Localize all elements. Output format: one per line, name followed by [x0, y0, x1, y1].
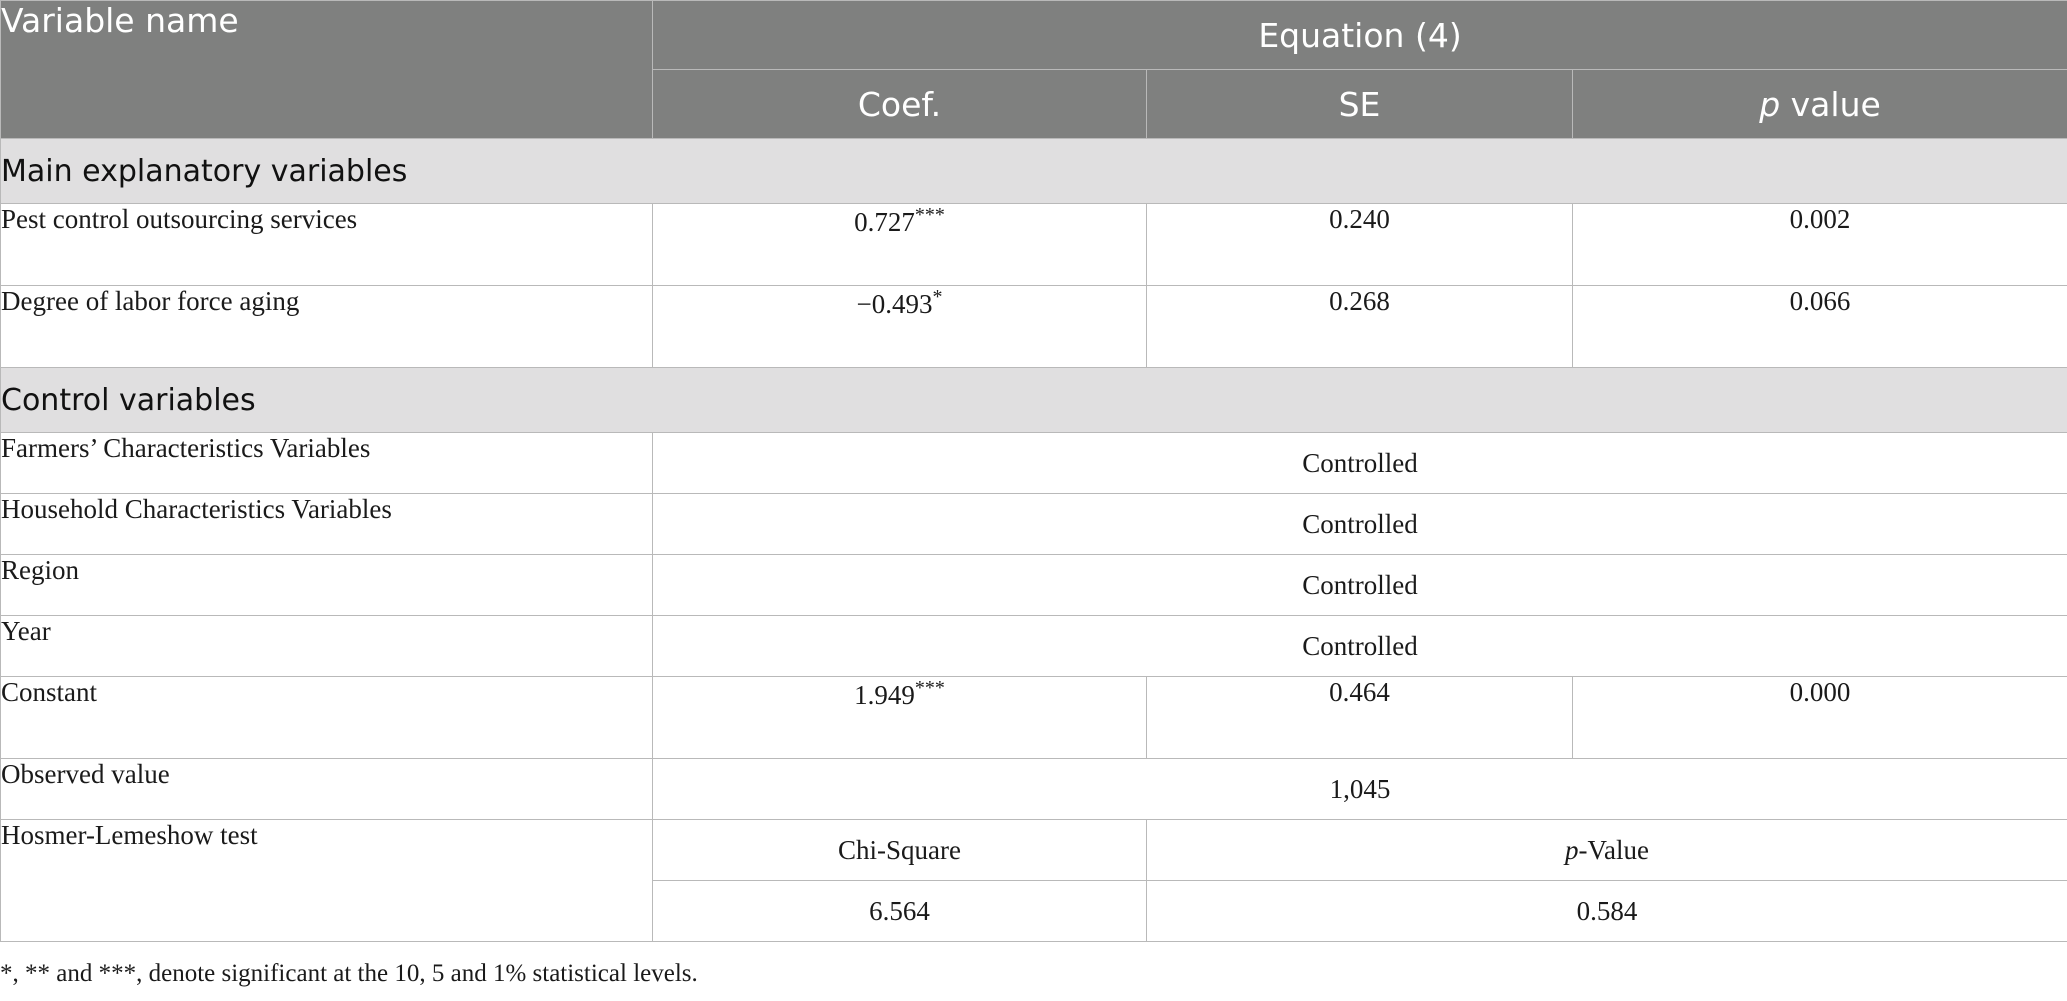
section-title-control: Control variables: [0, 367, 2067, 433]
row-label: Farmers’ Characteristics Variables: [0, 432, 653, 494]
row-label: Year: [0, 615, 653, 677]
p-italic: p: [1759, 84, 1781, 124]
table-row-observed: Observed value 1,045: [0, 758, 2067, 820]
row-label: Hosmer-Lemeshow test: [0, 819, 653, 942]
table-footnote: *, ** and ***, denote significant at the…: [0, 960, 698, 987]
table-row-constant: Constant 1.949*** 0.464 0.000: [0, 676, 2067, 759]
section-main-explanatory: Main explanatory variables: [0, 138, 2067, 204]
se-cell: 0.464: [1146, 676, 1573, 759]
p-value-header: p value: [1571, 69, 2067, 139]
coef-value: −0.493: [856, 289, 933, 319]
coef-cell: 1.949***: [652, 676, 1147, 759]
table-row-hosmer-values: 6.564 0.584: [1, 880, 2067, 942]
significance-stars: *: [932, 286, 943, 308]
chi-square-value: 6.564: [652, 880, 1147, 942]
table-row-hosmer: Hosmer-Lemeshow test Chi-Square p-Value: [0, 819, 2067, 942]
chi-square-label: Chi-Square: [652, 819, 1147, 881]
coef-cell: 0.727***: [652, 203, 1147, 286]
controlled-cell: Controlled: [651, 493, 2067, 555]
controlled-cell: Controlled: [651, 554, 2067, 616]
hosmer-p-value: 0.584: [1145, 880, 2067, 942]
p-value-label: p-Value: [1145, 819, 2067, 881]
significance-stars: ***: [914, 204, 945, 226]
row-label: Household Characteristics Variables: [0, 493, 653, 555]
controlled-cell: Controlled: [651, 615, 2067, 677]
coef-header: Coef.: [652, 69, 1147, 139]
table-row: Pest control outsourcing services 0.727*…: [0, 203, 2067, 286]
row-label: Constant: [0, 676, 653, 759]
table-row: Farmers’ Characteristics Variables Contr…: [0, 432, 2067, 494]
regression-table: Variable name Equation (4) Coef. SE p va…: [0, 0, 2067, 942]
se-cell: 0.240: [1146, 203, 1573, 286]
p-cell: 0.066: [1571, 285, 2067, 368]
p-cell: 0.002: [1571, 203, 2067, 286]
observed-value-cell: 1,045: [651, 758, 2067, 820]
se-header: SE: [1146, 69, 1573, 139]
se-cell: 0.268: [1146, 285, 1573, 368]
equation-header: Equation (4): [651, 0, 2067, 70]
p-value-rest: -Value: [1578, 834, 1649, 865]
coef-cell: −0.493*: [652, 285, 1147, 368]
p-value-rest: value: [1780, 84, 1881, 124]
controlled-cell: Controlled: [651, 432, 2067, 494]
section-control-variables: Control variables: [0, 367, 2067, 433]
p-italic: p: [1565, 834, 1579, 865]
table-row: Degree of labor force aging −0.493* 0.26…: [0, 285, 2067, 368]
table-row: Region Controlled: [0, 554, 2067, 616]
row-label: Degree of labor force aging: [0, 285, 653, 368]
row-label: Region: [0, 554, 653, 616]
significance-stars: ***: [914, 677, 945, 699]
variable-name-header: Variable name: [0, 0, 653, 139]
table-row: Year Controlled: [0, 615, 2067, 677]
p-cell: 0.000: [1571, 676, 2067, 759]
row-label: Pest control outsourcing services: [0, 203, 653, 286]
regression-table-container: Variable name Equation (4) Coef. SE p va…: [0, 0, 2067, 942]
header-row-1: Variable name Equation (4): [0, 0, 2067, 139]
coef-value: 1.949: [854, 680, 915, 710]
row-label: Observed value: [0, 758, 653, 820]
coef-value: 0.727: [854, 207, 915, 237]
section-title-main: Main explanatory variables: [0, 138, 2067, 204]
header-row-2: Coef. SE p value: [1, 69, 2067, 139]
table-row: Household Characteristics Variables Cont…: [0, 493, 2067, 555]
